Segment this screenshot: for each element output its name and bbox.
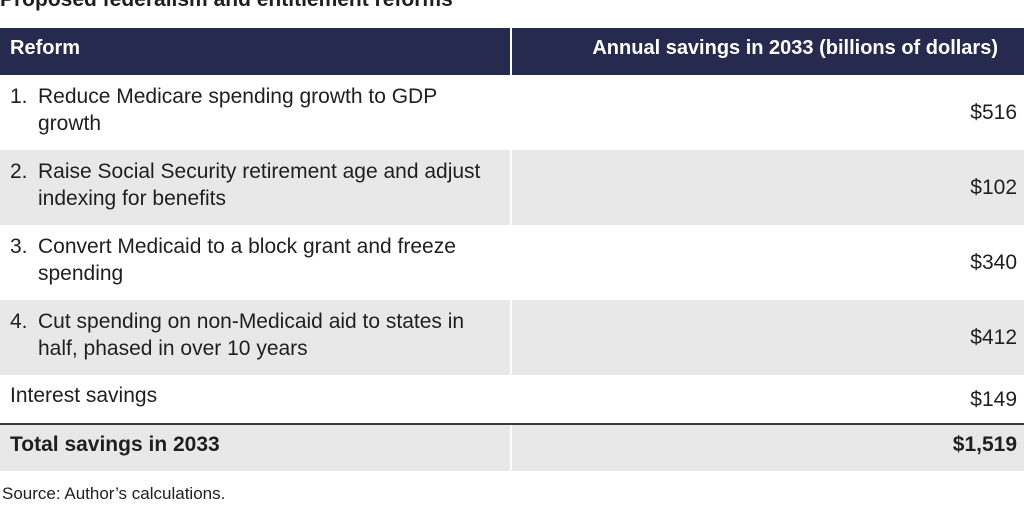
reform-cell: 2. Raise Social Security retirement age …	[0, 150, 512, 225]
table-row: Interest savings $149	[0, 375, 1024, 423]
reform-number: 4.	[10, 310, 28, 333]
savings-table: Reform Annual savings in 2033 (billions …	[0, 28, 1024, 471]
savings-cell: $516	[970, 101, 1017, 124]
reform-number: 3.	[10, 235, 28, 258]
total-value: $1,519	[952, 433, 1017, 456]
reform-cell: 4. Cut spending on non-Medicaid aid to s…	[0, 300, 512, 375]
savings-cell: $412	[970, 326, 1017, 349]
reform-number: 1.	[10, 85, 28, 108]
chart-title: Proposed federalism and entitlement refo…	[0, 0, 453, 12]
table-row: 1. Reduce Medicare spending growth to GD…	[0, 75, 1024, 150]
table-row: 4. Cut spending on non-Medicaid aid to s…	[0, 300, 1024, 375]
reform-cell: 3. Convert Medicaid to a block grant and…	[0, 225, 512, 300]
table-header: Reform Annual savings in 2033 (billions …	[0, 28, 1024, 75]
reform-label: Reduce Medicare spending growth to GDP g…	[38, 85, 437, 135]
source-note: Source: Author’s calculations.	[2, 484, 226, 503]
reform-cell: 1. Reduce Medicare spending growth to GD…	[0, 75, 512, 150]
table-row: 3. Convert Medicaid to a block grant and…	[0, 225, 1024, 300]
reform-number: 2.	[10, 160, 28, 183]
reform-cell: Interest savings	[0, 375, 512, 423]
total-row: Total savings in 2033 $1,519	[0, 423, 1024, 471]
reform-label: Convert Medicaid to a block grant and fr…	[38, 235, 456, 285]
header-savings: Annual savings in 2033 (billions of doll…	[592, 37, 998, 59]
reform-label: Raise Social Security retirement age and…	[38, 160, 481, 210]
total-label: Total savings in 2033	[0, 425, 512, 471]
reform-label: Cut spending on non-Medicaid aid to stat…	[38, 310, 465, 360]
reform-label: Interest savings	[10, 384, 158, 407]
header-reform: Reform	[0, 28, 512, 75]
table-row: 2. Raise Social Security retirement age …	[0, 150, 1024, 225]
savings-cell: $149	[970, 387, 1017, 411]
savings-cell: $102	[970, 176, 1017, 199]
savings-cell: $340	[970, 251, 1017, 274]
